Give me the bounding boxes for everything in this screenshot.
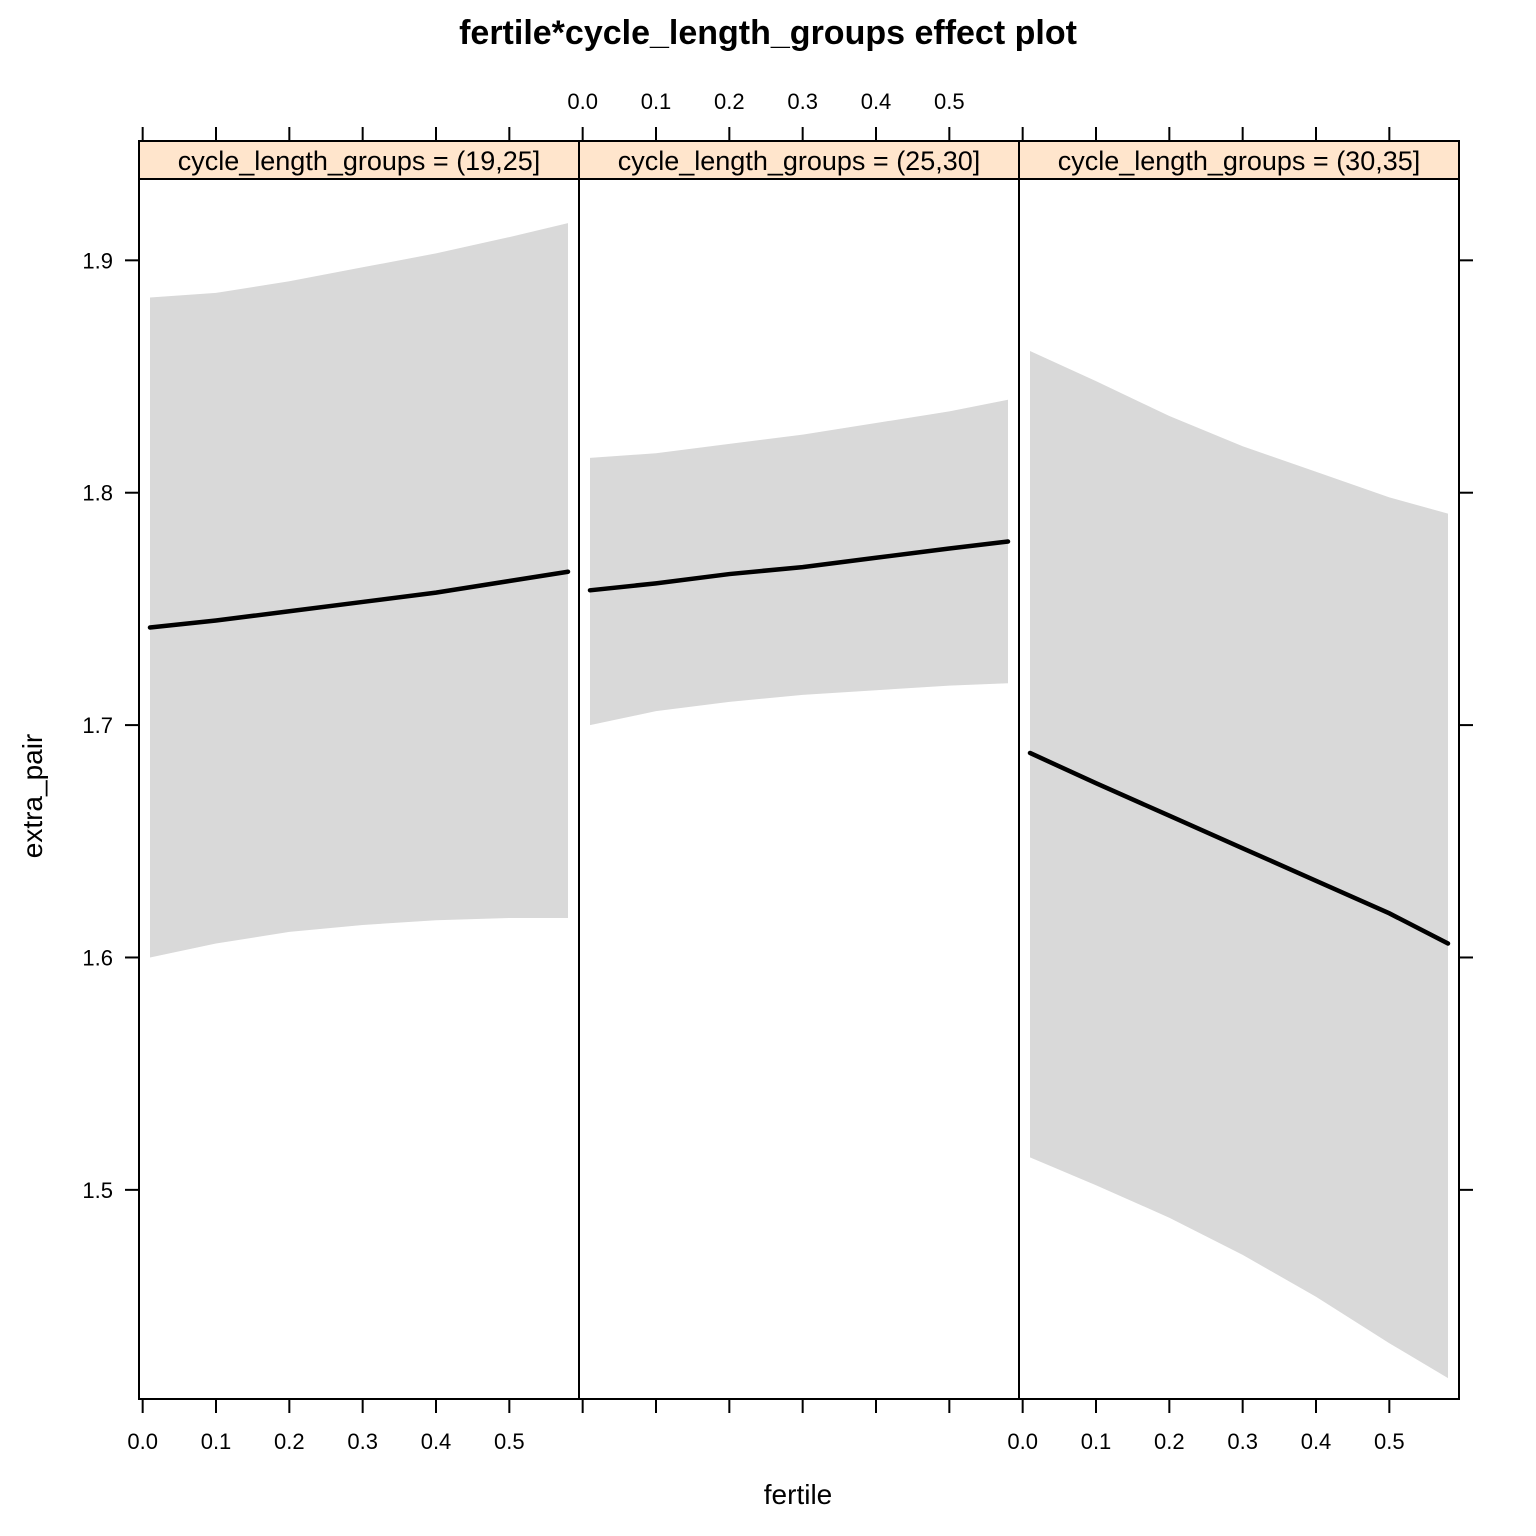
panel-3: cycle_length_groups = (30,35]: [1018, 140, 1460, 1400]
panel-border: [578, 140, 1020, 1400]
x-tick-label-bottom: 0.0: [127, 1429, 158, 1454]
x-axis-label: fertile: [764, 1479, 832, 1510]
x-tick-label-bottom: 0.4: [1301, 1429, 1332, 1454]
fit-line: [1027, 750, 1451, 946]
strip-label: cycle_length_groups = (30,35]: [1058, 146, 1421, 176]
y-tick-label: 1.9: [82, 248, 113, 273]
fit-line: [587, 539, 1011, 593]
panel-border: [1018, 140, 1460, 1400]
x-tick-label-bottom: 0.4: [421, 1429, 452, 1454]
fit-line: [147, 569, 571, 630]
x-tick-label-bottom: 0.0: [1007, 1429, 1038, 1454]
x-tick-label-bottom: 0.3: [1227, 1429, 1258, 1454]
confidence-band: [590, 399, 1008, 726]
strip-label: cycle_length_groups = (25,30]: [618, 146, 981, 176]
x-tick-label-bottom: 0.3: [347, 1429, 378, 1454]
y-tick-label: 1.7: [82, 713, 113, 738]
confidence-band: [150, 223, 568, 958]
y-axis-label: extra_pair: [17, 734, 48, 859]
x-tick-label-top: 0.3: [787, 89, 818, 114]
panel-2: cycle_length_groups = (25,30]: [578, 140, 1020, 1400]
x-tick-label-top: 0.0: [567, 89, 598, 114]
confidence-band: [1030, 350, 1448, 1379]
x-tick-label-bottom: 0.1: [1081, 1429, 1112, 1454]
y-tick-label: 1.6: [82, 945, 113, 970]
panels-group: cycle_length_groups = (19,25] cycle_lengt…: [138, 140, 1460, 1400]
x-tick-label-top: 0.2: [714, 89, 745, 114]
strip-label: cycle_length_groups = (19,25]: [178, 146, 541, 176]
x-tick-label-bottom: 0.5: [494, 1429, 525, 1454]
x-tick-label-bottom: 0.2: [1154, 1429, 1185, 1454]
x-tick-label-bottom: 0.5: [1374, 1429, 1405, 1454]
x-tick-label-bottom: 0.1: [201, 1429, 232, 1454]
x-tick-label-top: 0.1: [641, 89, 672, 114]
y-tick-label: 1.8: [82, 481, 113, 506]
axes-group: 1.5 1.6 1.7 1.8 1.9 0.0 0.1 0.2 0.3 0.4 0.5 0.0 0.1 0…: [82, 89, 1473, 1454]
x-tick-label-bottom: 0.2: [274, 1429, 305, 1454]
x-tick-label-top: 0.5: [934, 89, 965, 114]
chart-title: fertile*cycle_length_groups effect plot: [459, 14, 1077, 52]
panel-1: cycle_length_groups = (19,25]: [138, 140, 580, 1400]
x-tick-label-top: 0.4: [861, 89, 892, 114]
y-tick-label: 1.5: [82, 1178, 113, 1203]
